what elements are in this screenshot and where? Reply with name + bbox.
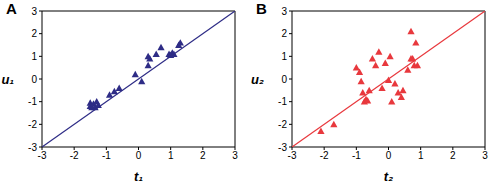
svg-text:0: 0 (31, 74, 37, 85)
svg-text:1: 1 (281, 51, 287, 62)
svg-text:0: 0 (136, 150, 142, 161)
svg-text:u₁: u₁ (8, 72, 14, 87)
svg-text:t₂: t₂ (384, 169, 393, 183)
svg-text:3: 3 (482, 150, 488, 161)
svg-text:-3: -3 (28, 142, 37, 153)
html-text:B: B (256, 0, 267, 17)
svg-text:3: 3 (31, 6, 37, 17)
svg-text:t₁: t₁ (134, 169, 143, 183)
svg-text:-1: -1 (278, 96, 287, 107)
svg-text:-1: -1 (102, 150, 111, 161)
svg-text:1: 1 (31, 51, 37, 62)
svg-text:-3: -3 (278, 142, 287, 153)
svg-text:-2: -2 (70, 150, 79, 161)
svg-text:3: 3 (232, 150, 238, 161)
svg-text:2: 2 (31, 28, 37, 39)
svg-text:2: 2 (281, 28, 287, 39)
svg-text:2: 2 (200, 150, 206, 161)
svg-text:-2: -2 (278, 119, 287, 130)
svg-text:1: 1 (168, 150, 174, 161)
svg-text:0: 0 (386, 150, 392, 161)
svg-text:2: 2 (450, 150, 456, 161)
svg-text:-2: -2 (320, 150, 329, 161)
svg-text:1: 1 (418, 150, 424, 161)
svg-text:-3: -3 (38, 150, 47, 161)
html-text:A: A (6, 0, 17, 17)
svg-text:u₂: u₂ (251, 72, 264, 87)
svg-text:-3: -3 (288, 150, 297, 161)
svg-text:-2: -2 (28, 119, 37, 130)
svg-text:-1: -1 (28, 96, 37, 107)
svg-text:0: 0 (281, 74, 287, 85)
svg-text:-1: -1 (352, 150, 361, 161)
svg-text:3: 3 (281, 6, 287, 17)
